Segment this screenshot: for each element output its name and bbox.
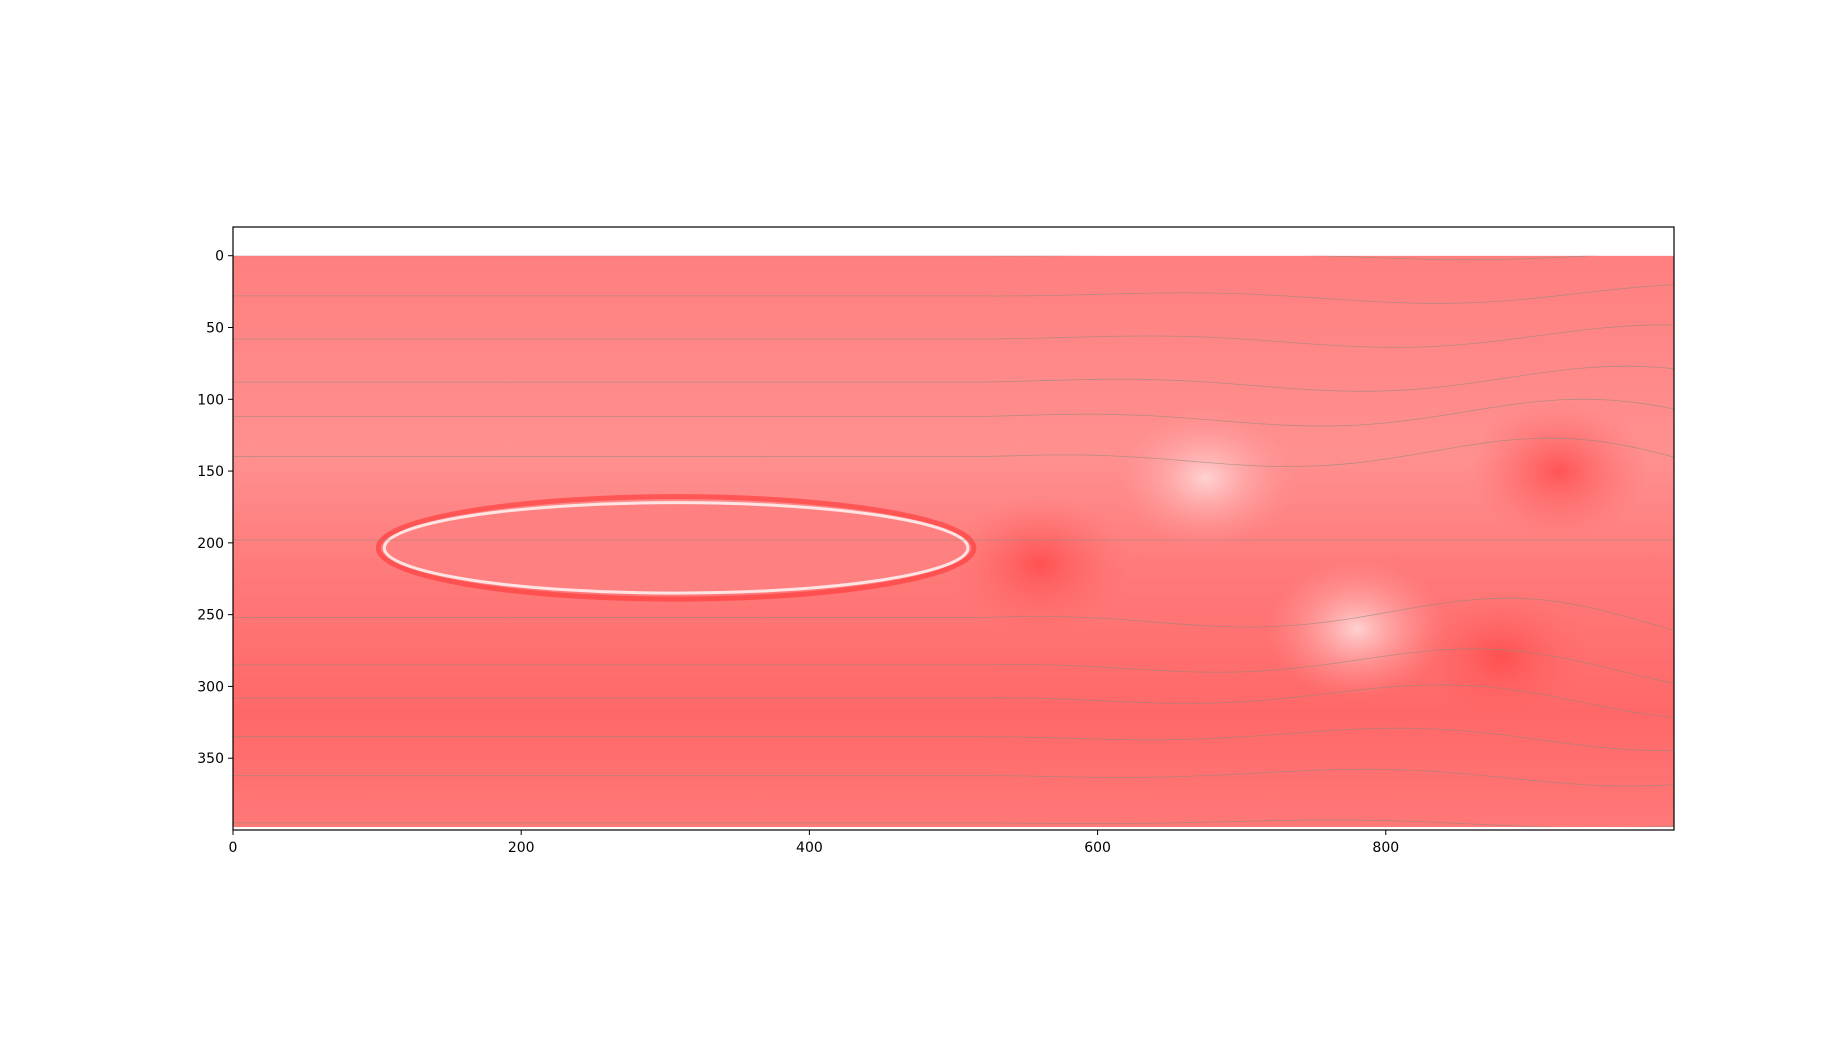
y-tick-label-3: 150	[197, 464, 224, 480]
x-tick-label-2: 400	[796, 840, 823, 856]
x-tick-label-3: 600	[1084, 840, 1111, 856]
x-tick-label-1: 200	[508, 840, 535, 856]
y-axis-ticks: 0 50 100 150 200 250 300 350	[197, 249, 233, 767]
streamline-8	[233, 648, 1674, 684]
y-tick-label-5: 250	[197, 608, 224, 624]
streamline-7	[233, 597, 1674, 631]
streamline-0	[233, 255, 1599, 261]
vortex-1	[1115, 408, 1296, 549]
streamline-3	[233, 365, 1674, 392]
streamline-11	[233, 768, 1674, 787]
vortex-0	[949, 494, 1130, 635]
streamline-layer	[233, 255, 1674, 828]
vortex-layer	[949, 401, 1649, 728]
streamline-1	[233, 284, 1674, 304]
x-tick-label-4: 800	[1372, 840, 1399, 856]
streamline-4	[233, 398, 1674, 427]
streamline-2	[233, 324, 1674, 348]
y-tick-label-0: 0	[215, 249, 224, 265]
vortex-3	[1411, 587, 1592, 728]
x-tick-label-0: 0	[229, 840, 238, 856]
vortex-4	[1468, 401, 1649, 542]
streamline-10	[233, 727, 1674, 752]
y-tick-label-7: 350	[197, 751, 224, 767]
y-tick-label-6: 300	[197, 679, 224, 695]
axes-frame	[232, 226, 1675, 831]
y-tick-label-4: 200	[197, 536, 224, 552]
streamline-12	[233, 819, 1674, 828]
x-axis-ticks: 0 200 400 600 800	[229, 830, 1399, 856]
streamline-5	[233, 437, 1674, 467]
y-tick-label-1: 50	[206, 321, 224, 337]
plot-area	[233, 255, 1674, 828]
obstacle-body	[382, 501, 970, 595]
vortex-2	[1266, 559, 1447, 699]
streamline-9	[233, 684, 1674, 718]
y-tick-label-2: 100	[197, 392, 224, 408]
obstacle-layer	[375, 494, 977, 602]
obstacle-outer-rim	[375, 494, 977, 602]
